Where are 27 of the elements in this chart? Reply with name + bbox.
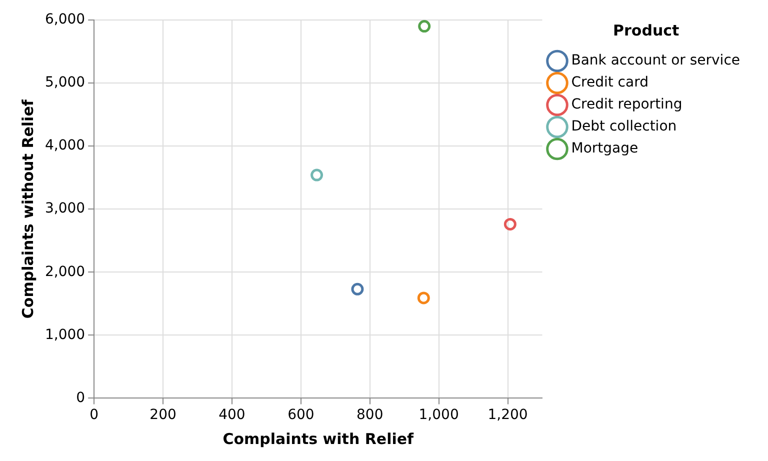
legend-title: Product [613,21,680,40]
y-tick-label: 3,000 [44,200,86,217]
y-tick-label: 2,000 [44,264,86,280]
y-tick-label: 4,000 [44,138,86,154]
point [351,282,364,296]
point [504,218,516,230]
legend-label: Debt collection [571,118,677,135]
y-axis-title: Complaints without Relief [18,99,37,319]
x-tick-label: 400 [218,407,246,424]
point [310,168,324,182]
x-tick-label: 600 [288,407,314,424]
x-tick-label: 800 [356,407,384,424]
legend-label: Bank account or service [571,52,740,69]
point [418,20,431,33]
x-tick-label: 200 [150,407,176,424]
y-tick-label: 6,000 [44,12,86,28]
x-tick-label: 1,000 [418,407,459,424]
x-tick-label: 0 [90,407,99,424]
y-tick-label: 0 [76,390,86,406]
legend-label: Credit card [571,74,648,91]
y-tick-label: 5,000 [44,74,86,91]
x-tick-label: 1,200 [488,407,528,424]
point [417,292,430,304]
x-axis-title: Complaints with Relief [222,430,414,448]
y-tick-label: 1,000 [44,326,86,343]
legend-label: Mortgage [571,140,638,157]
legend-label: Credit reporting [571,96,682,113]
